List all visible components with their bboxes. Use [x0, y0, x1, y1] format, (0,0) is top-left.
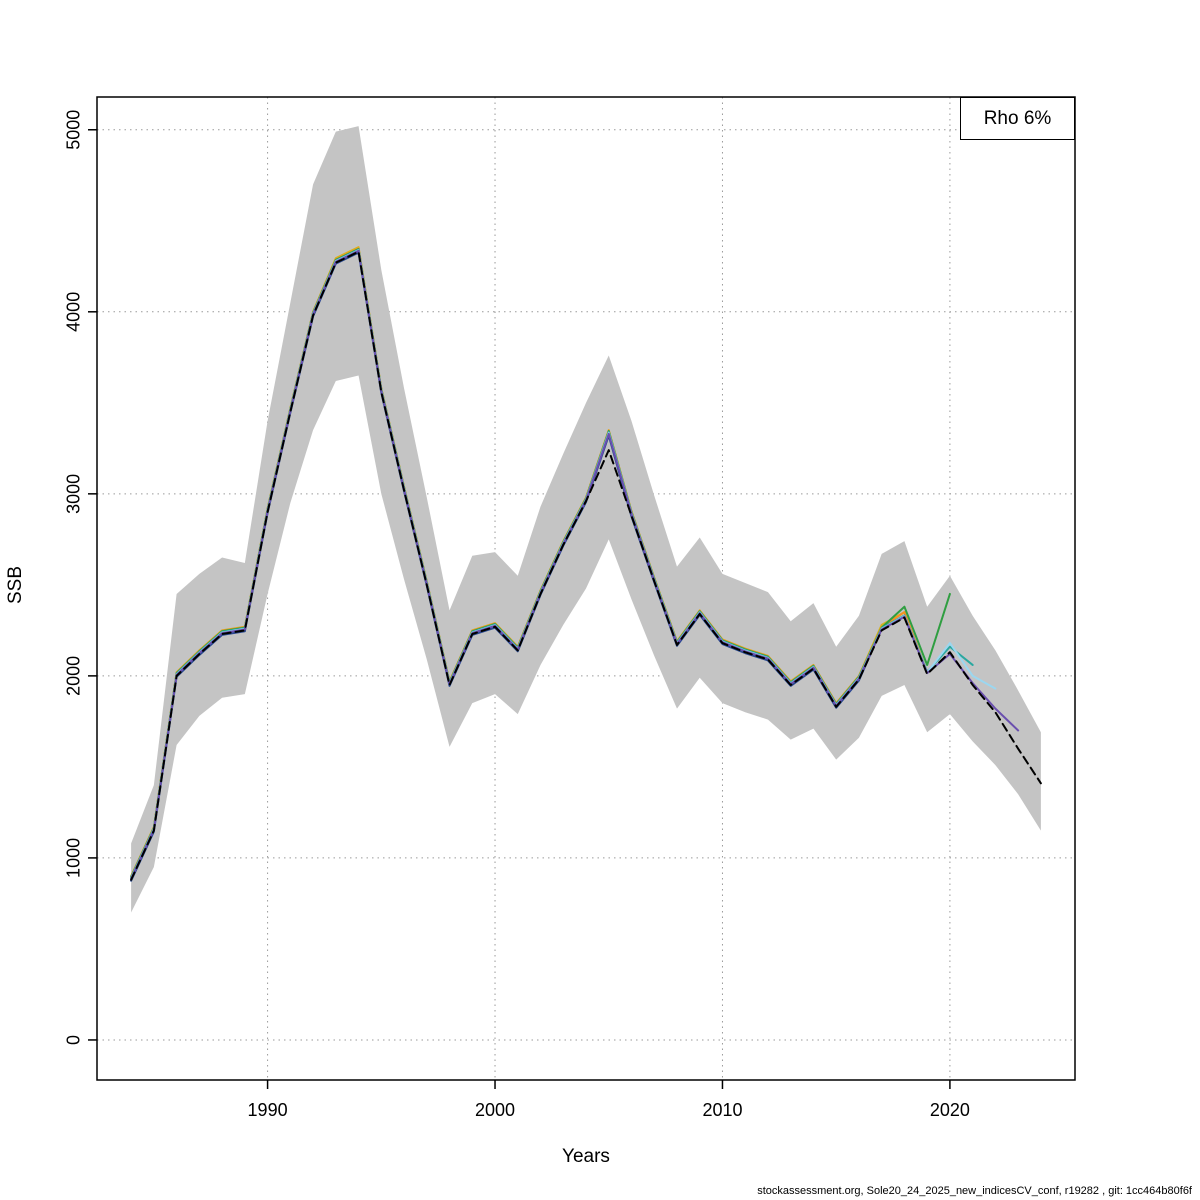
x-tick-label: 1990 — [248, 1100, 288, 1120]
y-axis-title: SSB — [5, 565, 26, 605]
confidence-band — [131, 126, 1041, 913]
x-tick-label: 2010 — [702, 1100, 742, 1120]
y-tick-label: 5000 — [64, 110, 84, 150]
y-tick-label: 0 — [64, 1035, 84, 1045]
plot-border — [96, 96, 1076, 1081]
legend-label: Rho 6% — [983, 107, 1052, 129]
x-tick-label: 2000 — [475, 1100, 515, 1120]
series-base-run — [130, 250, 1042, 881]
y-tick-label: 4000 — [64, 292, 84, 332]
x-tick-label: 2020 — [930, 1100, 970, 1120]
legend-box: Rho 6% — [960, 97, 1075, 140]
footer-credit: stockassessment.org, Sole20_24_2025_new_… — [757, 1185, 1192, 1197]
y-tick-label: 3000 — [64, 474, 84, 514]
x-axis-title: Years — [562, 1146, 610, 1167]
y-tick-label: 2000 — [64, 656, 84, 696]
y-tick-label: 1000 — [64, 838, 84, 878]
